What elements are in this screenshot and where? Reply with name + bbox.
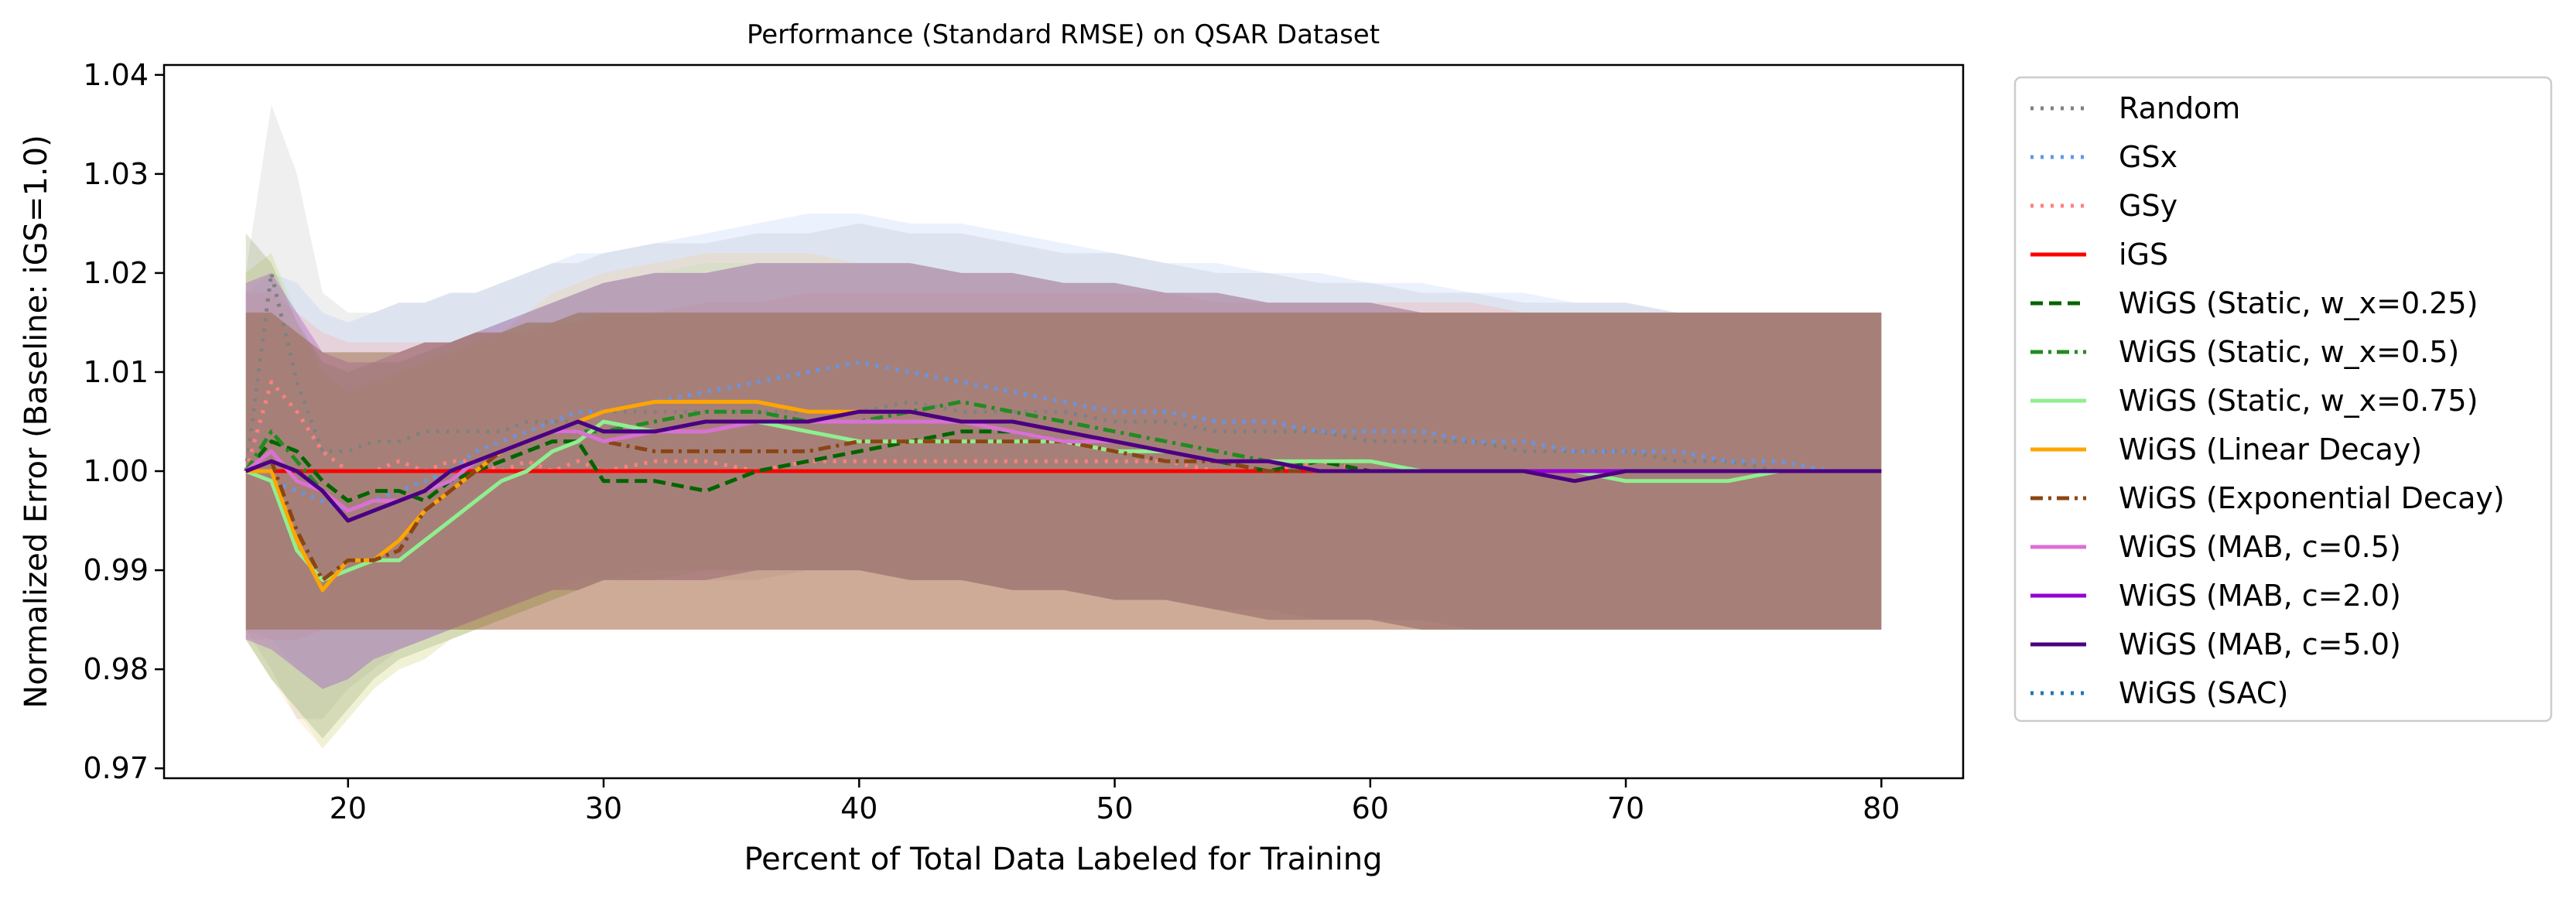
series-line-8 — [245, 429, 1882, 583]
y-tick-label: 1.02 — [83, 256, 149, 290]
legend-label: WiGS (Static, w_x=0.25) — [2119, 286, 2478, 320]
series-line-2 — [244, 380, 1882, 473]
x-axis-ticks: 20 30 40 50 60 70 80 — [330, 778, 1900, 825]
y-tick-label: 0.98 — [83, 652, 149, 686]
plot-frame — [162, 63, 1965, 780]
band-0 — [245, 104, 1882, 719]
x-axis-label: Percent of Total Data Labeled for Traini… — [744, 842, 1382, 877]
legend-label: WiGS (MAB, c=5.0) — [2119, 627, 2401, 661]
x-tick-label: 60 — [1352, 791, 1389, 825]
legend-label: WiGS (Linear Decay) — [2119, 432, 2422, 466]
series-line-11 — [245, 409, 1882, 523]
y-tick-label: 0.97 — [83, 751, 149, 785]
y-axis-ticks: 0.97 0.98 0.99 1.00 1.01 1.02 1.03 1.04 — [83, 58, 164, 785]
series-lines — [244, 271, 1882, 593]
legend-label: GSx — [2119, 140, 2177, 174]
legend-label: WiGS (Exponential Decay) — [2119, 481, 2505, 515]
band-4 — [245, 253, 1882, 749]
y-tick-label: 0.99 — [83, 553, 149, 587]
y-tick-label: 1.00 — [83, 454, 149, 488]
x-tick-label: 80 — [1863, 791, 1900, 825]
y-tick-label: 1.01 — [83, 355, 149, 389]
band-2 — [245, 292, 1882, 640]
y-axis-label: Normalized Error (Baseline: iGS=1.0) — [19, 135, 54, 708]
legend-label: WiGS (Static, w_x=0.75) — [2119, 384, 2478, 418]
y-tick-label: 1.04 — [83, 58, 149, 92]
confidence-bands — [245, 104, 1882, 749]
x-tick-label: 20 — [330, 791, 367, 825]
legend: Random GSx GSy iGS WiGS (Static, w_x=0.25) Wi… — [2013, 76, 2553, 723]
legend-label: WiGS (Static, w_x=0.5) — [2119, 335, 2459, 369]
legend-label: WiGS (MAB, c=0.5) — [2119, 530, 2401, 564]
x-tick-label: 30 — [585, 791, 622, 825]
legend-label: WiGS (MAB, c=2.0) — [2119, 579, 2401, 613]
y-tick-label: 1.03 — [83, 157, 149, 191]
legend-label: iGS — [2119, 237, 2168, 272]
chart-title: Performance (Standard RMSE) on QSAR Data… — [747, 19, 1380, 50]
band-1 — [245, 214, 1882, 689]
x-tick-label: 40 — [840, 791, 877, 825]
series-line-0 — [244, 271, 1882, 473]
legend-frame — [2013, 76, 2553, 723]
legend-label: Random — [2119, 91, 2240, 125]
legend-label: GSy — [2119, 189, 2177, 223]
legend-label: WiGS (SAC) — [2119, 676, 2288, 710]
legend-items: Random GSx GSy iGS WiGS (Static, w_x=0.25) Wi… — [2030, 91, 2505, 710]
x-tick-label: 70 — [1607, 791, 1644, 825]
band-6 — [245, 263, 1882, 689]
band-3 — [245, 253, 1882, 749]
x-tick-label: 50 — [1096, 791, 1133, 825]
band-5 — [245, 233, 1882, 739]
